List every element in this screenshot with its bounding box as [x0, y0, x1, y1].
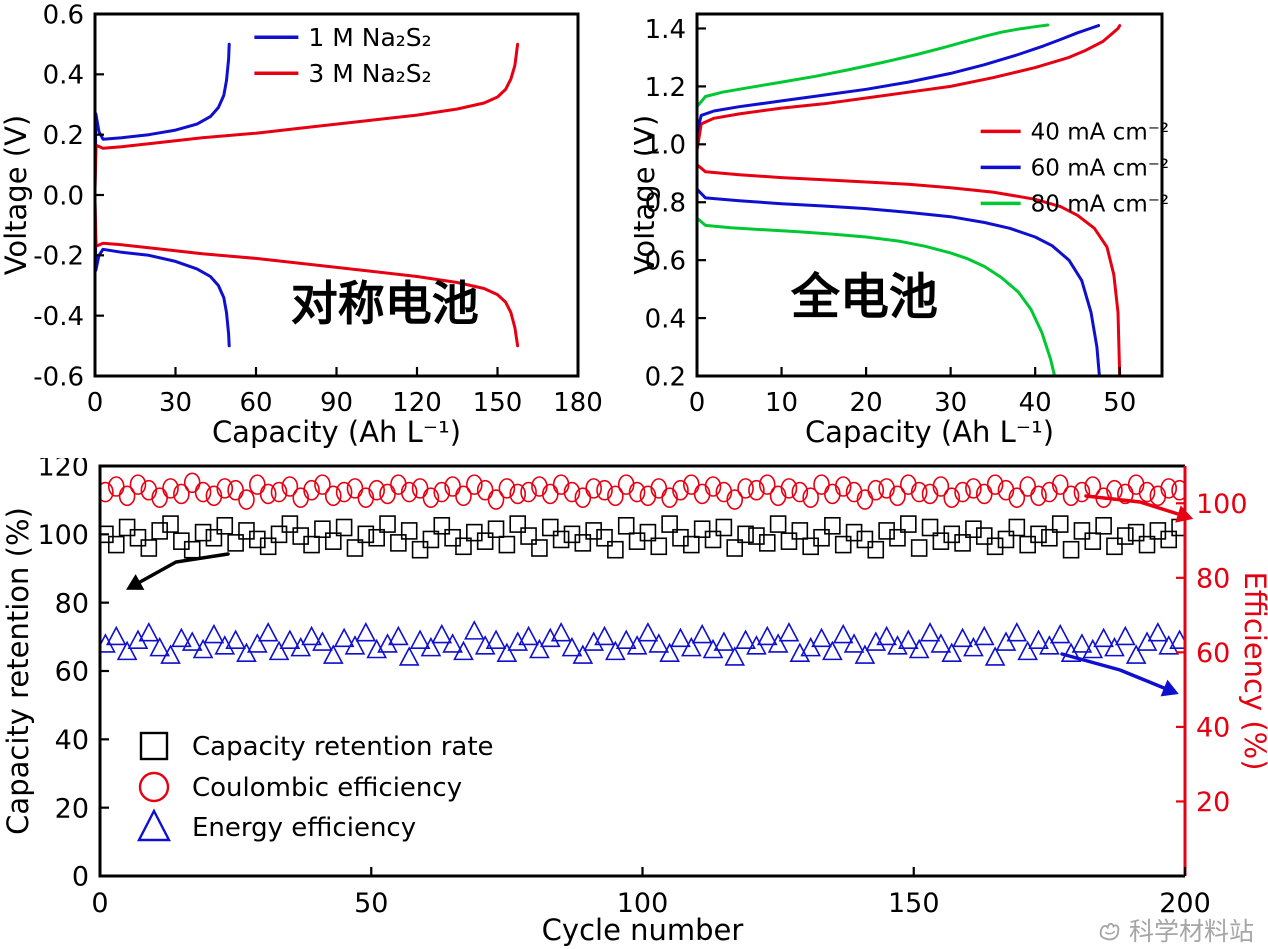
series-40-ma-discharge: [697, 163, 1122, 376]
panel-full-cell: 0 10 20 30 40 50 0.2 0.4 0.6 0.8 1.0 1.2 1.4 Capacity…: [634, 0, 1268, 458]
y-tick-label: -0.2: [33, 242, 84, 272]
series-80-ma-discharge: [697, 216, 1057, 376]
cycling-chart: 0 50 100 150 200 0 20 40 60 80 100 120 20 40 60 80 100 Cy…: [0, 458, 1268, 949]
legend: 1 M Na₂S₂ 3 M Na₂S₂: [254, 23, 432, 88]
symmetric-cell-chart-svg: 0 30 60 90 120 150 180 -0.6 -0.4 -0.2 0.0 0.2 0.4 0.6…: [0, 0, 603, 449]
y-tick-label: -0.6: [33, 362, 84, 392]
watermark-text: 科学材料站: [1128, 916, 1254, 946]
x-tick-label: 150: [473, 388, 523, 418]
y-tick-label: 0.0: [43, 181, 84, 211]
series-energy-efficiency: [100, 620, 1185, 666]
series-capacity-retention-rate: [100, 515, 1185, 559]
series-1-m-na2s2-charge: [95, 42, 231, 191]
legend-label: Capacity retention rate: [192, 732, 494, 762]
panel-cycling-performance: 0 50 100 150 200 0 20 40 60 80 100 120 20 40 60 80 100 Cy…: [0, 458, 1268, 949]
legend-label: 3 M Na₂S₂: [308, 59, 431, 88]
legend: 40 mA cm⁻² 60 mA cm⁻² 80 mA cm⁻²: [980, 119, 1169, 217]
full-cell-chart-svg: 0 10 20 30 40 50 0.2 0.4 0.6 0.8 1.0 1.2 1.4 Capacity…: [634, 12, 1169, 449]
y-tick-label: 0.6: [645, 247, 686, 277]
x-tick-label: 0: [87, 388, 104, 418]
legend-label: 40 mA cm⁻²: [1031, 119, 1169, 145]
x-tick-label: 0: [689, 388, 706, 418]
axes-frame: [695, 12, 1164, 378]
series-40-ma-charge: [697, 24, 1122, 152]
panel-annotation: 全电池: [790, 269, 938, 326]
y-tick-label: 120: [37, 458, 89, 483]
x-tick-label: 50: [354, 888, 388, 919]
legend-square-marker: [139, 731, 169, 761]
legend-label: 80 mA cm⁻²: [1031, 191, 1169, 217]
x-tick-label: 30: [934, 388, 967, 418]
y-tick-label: 0.2: [645, 362, 686, 392]
x-axis-title: Capacity (Ah L⁻¹): [212, 415, 461, 449]
y-axis-title: Capacity retention (%): [1, 507, 35, 835]
y-tick-label: 0: [72, 862, 89, 893]
x-tick-label: 30: [159, 388, 192, 418]
right-y-axis-title: Efficiency (%): [1238, 571, 1268, 770]
legend-label: Coulombic efficiency: [192, 773, 462, 803]
x-tick-label: 50: [1103, 388, 1136, 418]
full-cell-plot-area: [697, 23, 1122, 376]
x-tick-label: 0: [91, 888, 108, 919]
x-tick-label: 200: [1159, 888, 1211, 919]
energy-efficiency-axis-arrow: [1060, 652, 1179, 697]
y-tick-label: 1.4: [645, 15, 686, 45]
right-y-tick-label: 40: [1196, 713, 1230, 744]
series-60-ma-discharge: [697, 187, 1101, 376]
coulombic-efficiency-axis-arrow: [1084, 494, 1194, 523]
y-axis-title: Voltage (V): [0, 115, 33, 275]
y-tick-label: 60: [55, 657, 89, 688]
x-tick-label: 180: [553, 388, 603, 418]
legend-label: 1 M Na₂S₂: [308, 23, 431, 52]
y-tick-label: 0.4: [645, 304, 686, 334]
right-y-tick-label: 20: [1196, 787, 1230, 818]
x-tick-label: 90: [320, 388, 353, 418]
cycling-chart-svg: 0 50 100 150 20002040608010012020406080100Cy…: [1, 458, 1268, 947]
x-axis-title: Capacity (Ah L⁻¹): [805, 415, 1054, 449]
y-tick-label: 40: [55, 725, 89, 756]
panel-annotation: 对称电池: [291, 277, 479, 332]
legend-label: 60 mA cm⁻²: [1031, 155, 1169, 181]
y-tick-label: 0.8: [645, 189, 686, 219]
x-tick-label: 40: [1019, 388, 1052, 418]
x-tick-label: 150: [888, 888, 940, 919]
right-y-tick-label: 80: [1196, 564, 1230, 595]
x-tick-label: 120: [392, 388, 442, 418]
y-tick-label: 100: [37, 520, 89, 551]
series-60-ma-charge: [697, 24, 1101, 135]
x-axis-title: Cycle number: [542, 913, 744, 947]
x-tick-label: 10: [765, 388, 798, 418]
panel-symmetric-cell: 0 30 60 90 120 150 180 -0.6 -0.4 -0.2 0.0 0.2 0.4 0.6…: [0, 0, 634, 458]
series-3-m-na2s2-discharge: [95, 199, 520, 348]
y-tick-label: 1.2: [645, 73, 686, 103]
legend-circle-marker: [138, 771, 170, 803]
series-1-m-na2s2-discharge: [95, 199, 231, 348]
legend: Capacity retention rate Coulombic efficie…: [137, 731, 494, 843]
y-tick-label: -0.4: [33, 302, 84, 332]
cycling-plot-area: [100, 472, 1185, 666]
right-y-tick-label: 100: [1196, 489, 1248, 520]
watermark-logo-icon: [1099, 922, 1120, 941]
watermark: 科学材料站: [1096, 917, 1254, 945]
x-tick-label: 20: [850, 388, 883, 418]
x-tick-label: 100: [617, 888, 669, 919]
y-tick-label: 0.4: [43, 61, 84, 91]
x-tick-label: 60: [239, 388, 272, 418]
legend-label: Energy efficiency: [192, 813, 416, 843]
series-coulombic-efficiency: [100, 472, 1185, 510]
series-3-m-na2s2-charge: [95, 42, 520, 191]
y-tick-label: 80: [55, 588, 89, 619]
top-row: 0 30 60 90 120 150 180 -0.6 -0.4 -0.2 0.0 0.2 0.4 0.6…: [0, 0, 1268, 458]
series-80-ma-charge: [697, 23, 1050, 109]
y-tick-label: 0.2: [43, 121, 84, 151]
y-axis-title: Voltage (V): [634, 115, 661, 275]
right-y-tick-label: 60: [1196, 638, 1230, 669]
legend-triangle-marker: [137, 808, 171, 842]
capacity-retention-axis-arrow: [126, 552, 230, 590]
y-tick-label: 1.0: [645, 131, 686, 161]
y-tick-label: 20: [55, 793, 89, 824]
y-tick-label: 0.6: [43, 0, 84, 30]
